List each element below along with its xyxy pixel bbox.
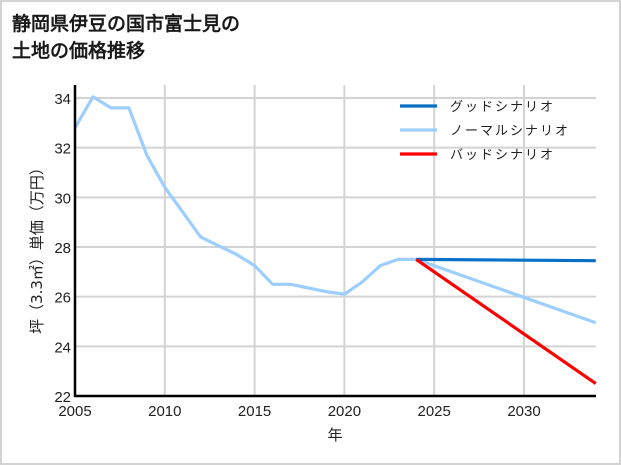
legend-label: バッドシナリオ <box>450 148 555 163</box>
y-tick-label: 30 <box>54 190 71 207</box>
x-tick-label: 2020 <box>328 403 361 420</box>
series-line <box>415 258 597 385</box>
tick-labels: 22 24 26 28 30 32 34 2005 2010 2015 2020 2025 2030 <box>54 91 540 420</box>
x-tick-label: 2025 <box>418 403 451 420</box>
y-axis-label: 坪（3.3㎡）単価（万円） <box>28 160 46 334</box>
y-tick-label: 26 <box>54 290 71 307</box>
x-tick-label: 2015 <box>238 403 271 420</box>
grid-lines <box>74 85 596 397</box>
chart-title: 静岡県伊豆の国市富士見の 土地の価格推移 <box>12 13 241 62</box>
y-tick-label: 24 <box>54 339 71 356</box>
axes <box>73 85 596 398</box>
legend-label: ノーマルシナリオ <box>450 124 570 139</box>
x-axis-label: 年 <box>327 426 342 444</box>
series-line <box>416 257 596 263</box>
x-tick-label: 2005 <box>58 403 91 420</box>
data-series <box>73 95 597 385</box>
y-tick-label: 32 <box>54 141 71 158</box>
x-tick-label: 2010 <box>148 403 181 420</box>
legend-label: グッドシナリオ <box>450 100 555 115</box>
y-tick-label: 28 <box>54 240 71 257</box>
x-tick-label: 2030 <box>507 403 540 420</box>
series-line <box>73 95 597 325</box>
y-tick-label: 22 <box>54 389 71 406</box>
y-tick-label: 34 <box>54 91 71 108</box>
